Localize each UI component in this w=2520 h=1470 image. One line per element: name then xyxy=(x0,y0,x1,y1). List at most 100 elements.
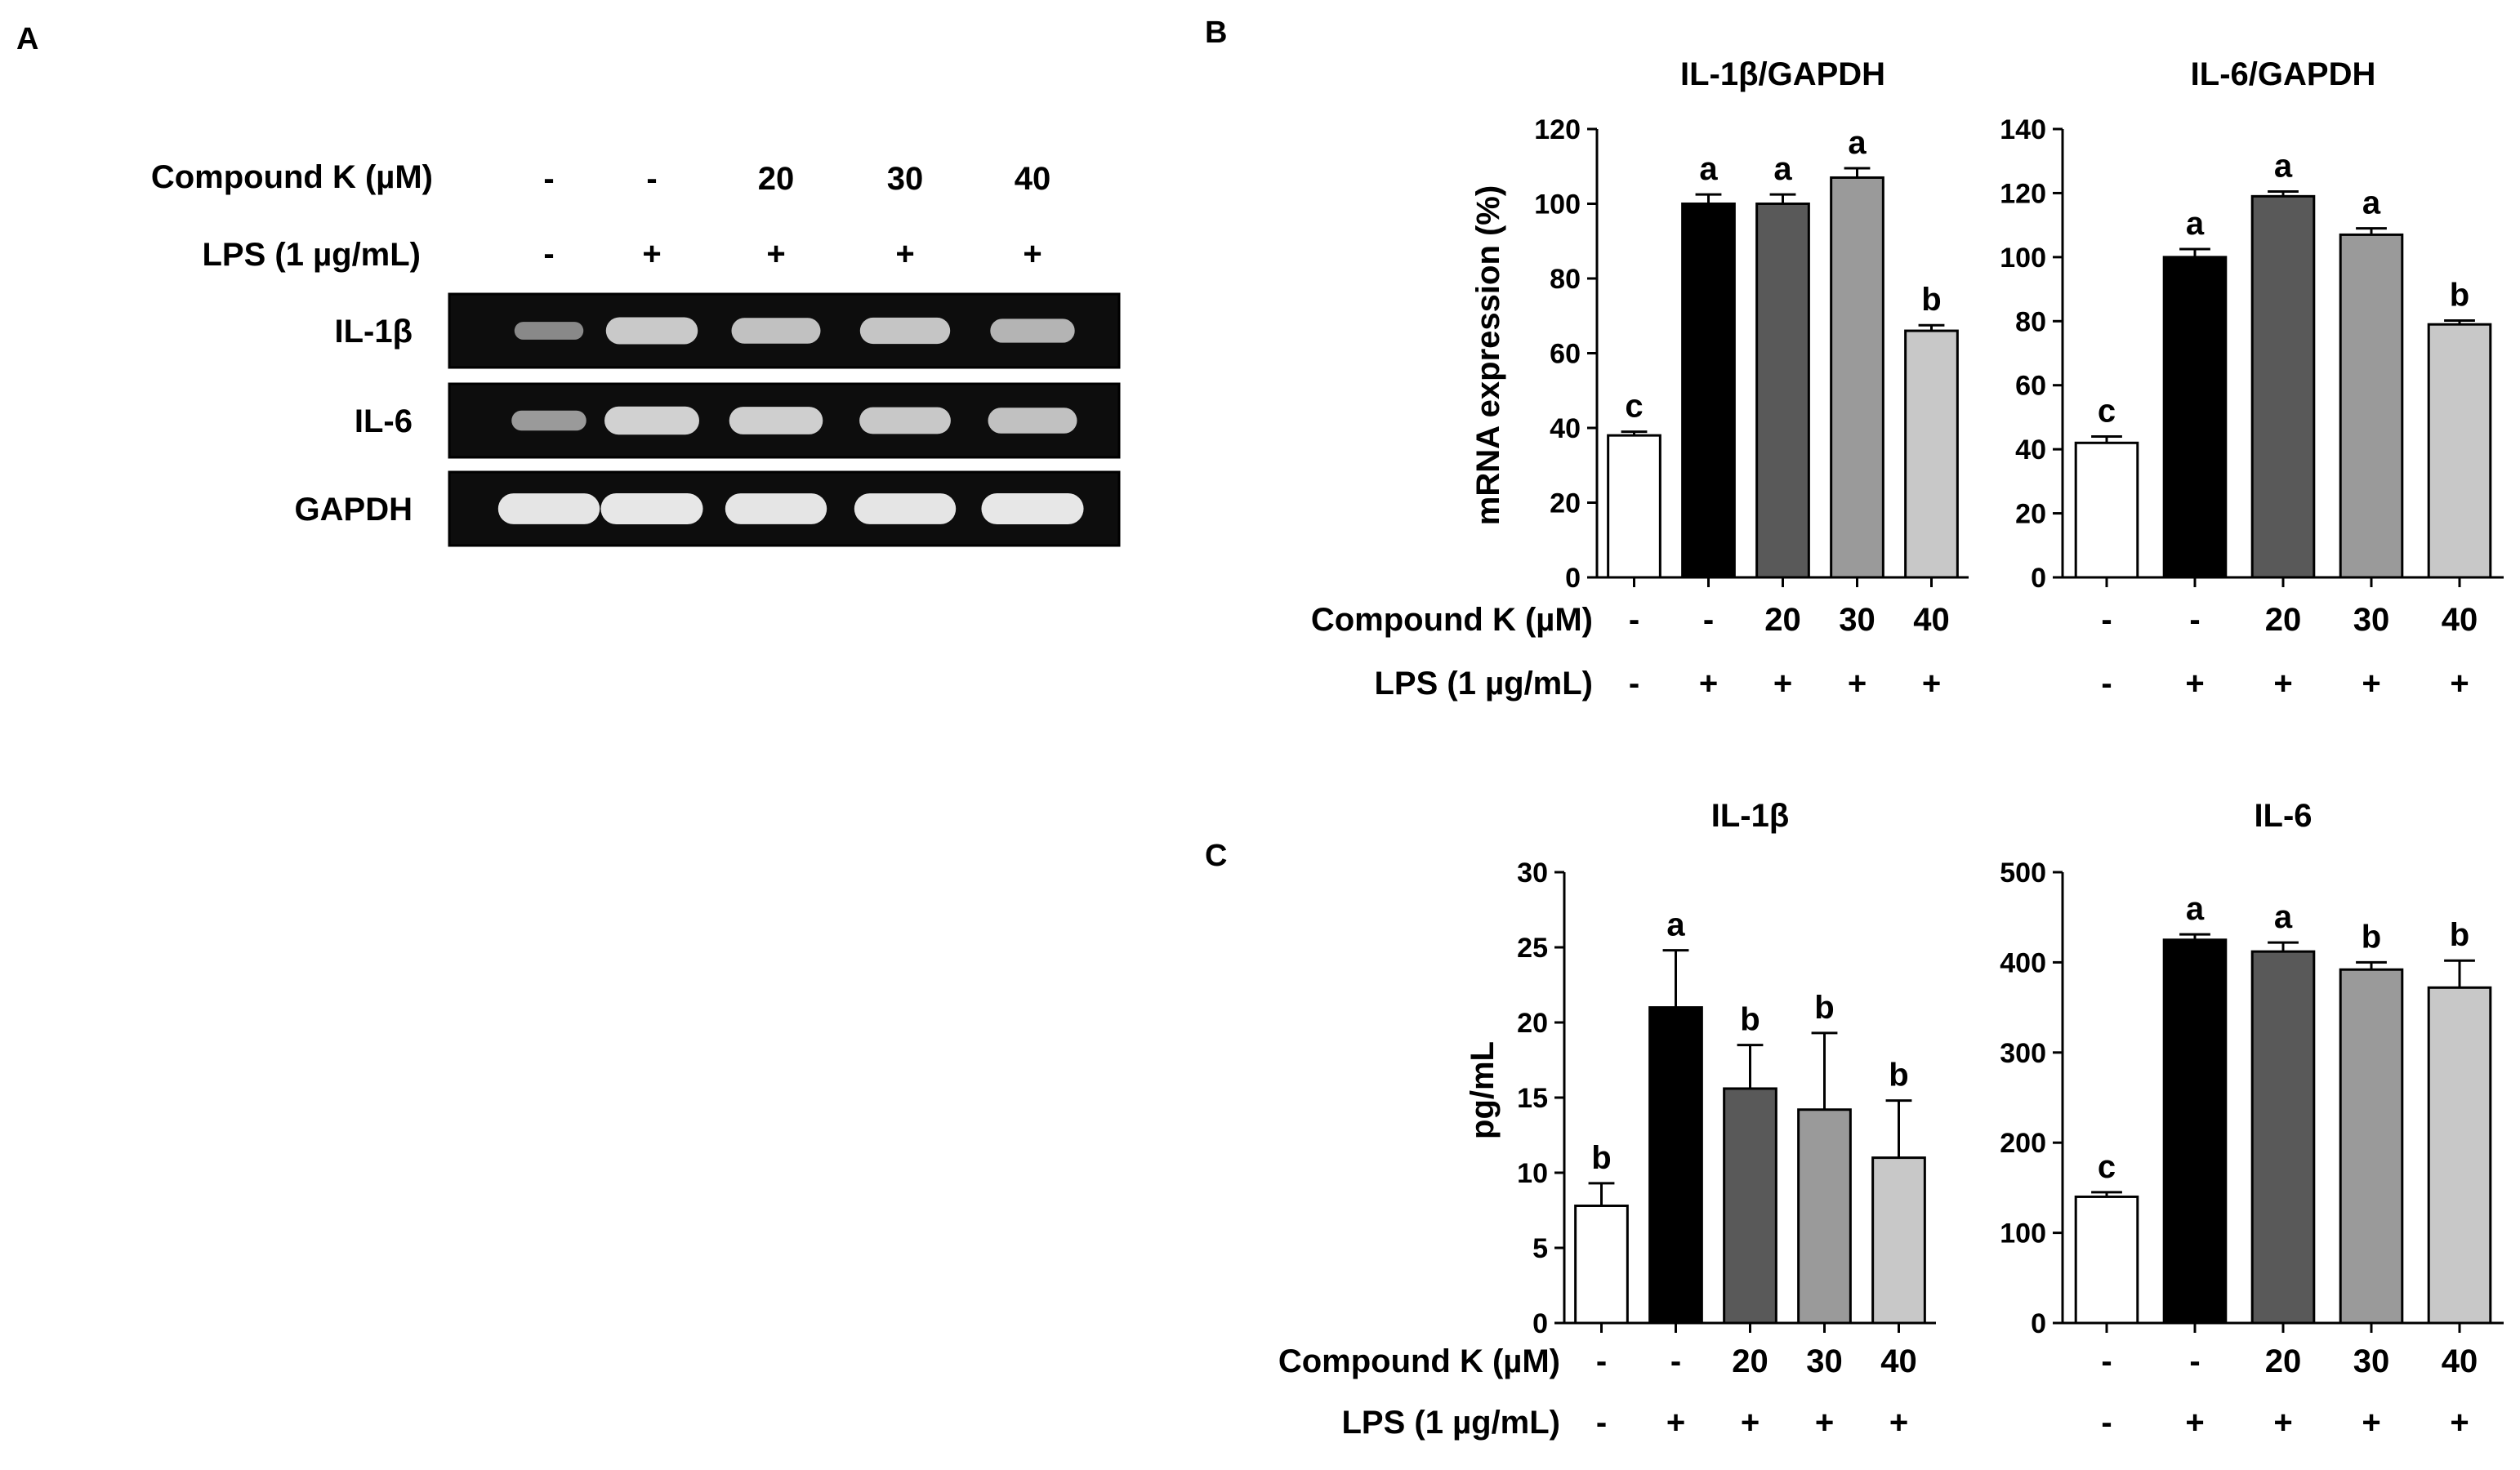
compound-label: Compound K (µM) xyxy=(1311,602,1593,638)
lps-value: - xyxy=(2101,666,2112,702)
y-tick-label: 80 xyxy=(2015,306,2046,337)
bar xyxy=(1797,1108,1852,1325)
gel-band xyxy=(497,493,600,524)
compound-value: 40 xyxy=(1880,1343,1917,1379)
gel-lps-value: + xyxy=(895,236,914,272)
lps-value: + xyxy=(2450,666,2469,702)
significance-letter: a xyxy=(2362,185,2381,221)
gel-band xyxy=(859,407,951,434)
lps-value: - xyxy=(1596,1405,1607,1441)
lps-value: - xyxy=(1629,666,1639,702)
significance-letter: b xyxy=(2362,919,2381,955)
gel-compound-value: 40 xyxy=(1015,161,1051,197)
significance-letter: a xyxy=(1666,907,1685,943)
bar xyxy=(2074,441,2139,579)
lps-value: + xyxy=(1741,1405,1760,1441)
bar xyxy=(2162,938,2228,1325)
significance-letter: c xyxy=(1625,389,1643,425)
y-tick-label: 40 xyxy=(2015,434,2046,466)
compound-value: - xyxy=(2189,602,2200,638)
compound-value: 40 xyxy=(1913,602,1950,638)
y-tick-label: 0 xyxy=(1532,1308,1548,1339)
lps-value: + xyxy=(1699,666,1718,702)
gel-band xyxy=(990,318,1075,343)
bar xyxy=(1681,203,1736,579)
significance-letter: b xyxy=(1814,990,1834,1026)
gel-band xyxy=(731,318,821,344)
compound-value: 30 xyxy=(1806,1343,1843,1379)
gel-row-label: IL-1β xyxy=(334,314,413,350)
significance-letter: b xyxy=(2450,917,2469,953)
chart-title: IL-6 xyxy=(2254,798,2312,834)
significance-letter: b xyxy=(1889,1058,1908,1094)
gel-band xyxy=(600,492,703,525)
gel-band xyxy=(981,492,1084,525)
significance-letter: b xyxy=(1921,282,1941,318)
panel-letter-b: B xyxy=(1205,16,1227,50)
y-tick-label: 200 xyxy=(2000,1128,2046,1159)
significance-letter: a xyxy=(2186,891,2205,927)
panel-letter-a: A xyxy=(16,22,38,56)
chart-il6-protein: IL-6 0 100 200 300 400 500 c - - a - + a 20 + b 30 + b 40 + xyxy=(2000,798,2504,1441)
gel-band xyxy=(988,408,1077,434)
y-tick-label: 500 xyxy=(2000,858,2046,889)
gel-lps-value: + xyxy=(642,236,661,272)
bar xyxy=(2427,323,2492,579)
lps-value: + xyxy=(2362,1405,2380,1441)
bar xyxy=(1574,1204,1629,1325)
chart-il1b-mrna: IL-1β/GAPDH mRNA expression (%) 0 20 40 60 80 1… xyxy=(1311,56,1969,702)
bar xyxy=(2074,1195,2139,1325)
y-tick-label: 10 xyxy=(1517,1158,1548,1189)
compound-label: Compound K (µM) xyxy=(1278,1343,1560,1379)
y-tick-label: 400 xyxy=(2000,947,2046,978)
significance-letter: a xyxy=(1699,151,1718,187)
lps-value: - xyxy=(2101,1405,2112,1441)
bar xyxy=(2250,950,2316,1325)
y-tick-label: 0 xyxy=(2031,1308,2046,1339)
gel-row: IL-1β xyxy=(334,292,1121,369)
gel-row: IL-6 xyxy=(355,382,1121,459)
bar xyxy=(1607,434,1661,579)
significance-letter: b xyxy=(1591,1140,1611,1176)
chart-title: IL-1β/GAPDH xyxy=(1680,56,1885,92)
significance-letter: c xyxy=(2098,393,2116,429)
lps-value: + xyxy=(2273,1405,2292,1441)
bar xyxy=(2339,968,2404,1325)
y-tick-label: 20 xyxy=(1550,488,1581,519)
significance-letter: a xyxy=(1848,125,1867,161)
bar xyxy=(1648,1006,1703,1325)
bar xyxy=(2339,233,2404,579)
y-axis-label: mRNA expression (%) xyxy=(1470,185,1506,525)
gel-lps-value: + xyxy=(1023,236,1041,272)
y-tick-label: 15 xyxy=(1517,1083,1548,1114)
gel-compound-value: - xyxy=(543,161,554,197)
y-tick-label: 5 xyxy=(1532,1233,1548,1264)
significance-letter: a xyxy=(2274,899,2293,935)
y-tick-label: 60 xyxy=(1550,339,1581,370)
bar xyxy=(2162,256,2228,579)
lps-value: + xyxy=(1889,1405,1908,1441)
y-tick-label: 0 xyxy=(1565,563,1581,594)
gel-compound-label: Compound K (µM) xyxy=(151,159,433,195)
gel-lps-value: - xyxy=(543,236,554,272)
panel-letter-c: C xyxy=(1205,839,1227,873)
gel-compound-value: - xyxy=(646,161,657,197)
bar xyxy=(2250,194,2316,579)
lps-value: + xyxy=(1666,1405,1685,1441)
bar xyxy=(1755,203,1810,579)
lps-label: LPS (1 µg/mL) xyxy=(1375,666,1594,702)
gel-row: GAPDH xyxy=(295,470,1121,547)
y-tick-label: 60 xyxy=(2015,371,2046,402)
gel-lps-value: + xyxy=(766,236,785,272)
gel-band xyxy=(511,410,587,431)
bar xyxy=(1904,329,1959,579)
gel-conditions: Compound K (µM) LPS (1 µg/mL) - - 20 30 40 -… xyxy=(151,159,1050,273)
bar xyxy=(1723,1087,1777,1325)
lps-label: LPS (1 µg/mL) xyxy=(1342,1405,1561,1441)
compound-value: 20 xyxy=(1732,1343,1768,1379)
compound-value: 30 xyxy=(1839,602,1876,638)
y-tick-label: 30 xyxy=(1517,858,1548,889)
bar xyxy=(1871,1156,1926,1325)
significance-letter: a xyxy=(2274,148,2293,184)
significance-letter: a xyxy=(2186,206,2205,242)
